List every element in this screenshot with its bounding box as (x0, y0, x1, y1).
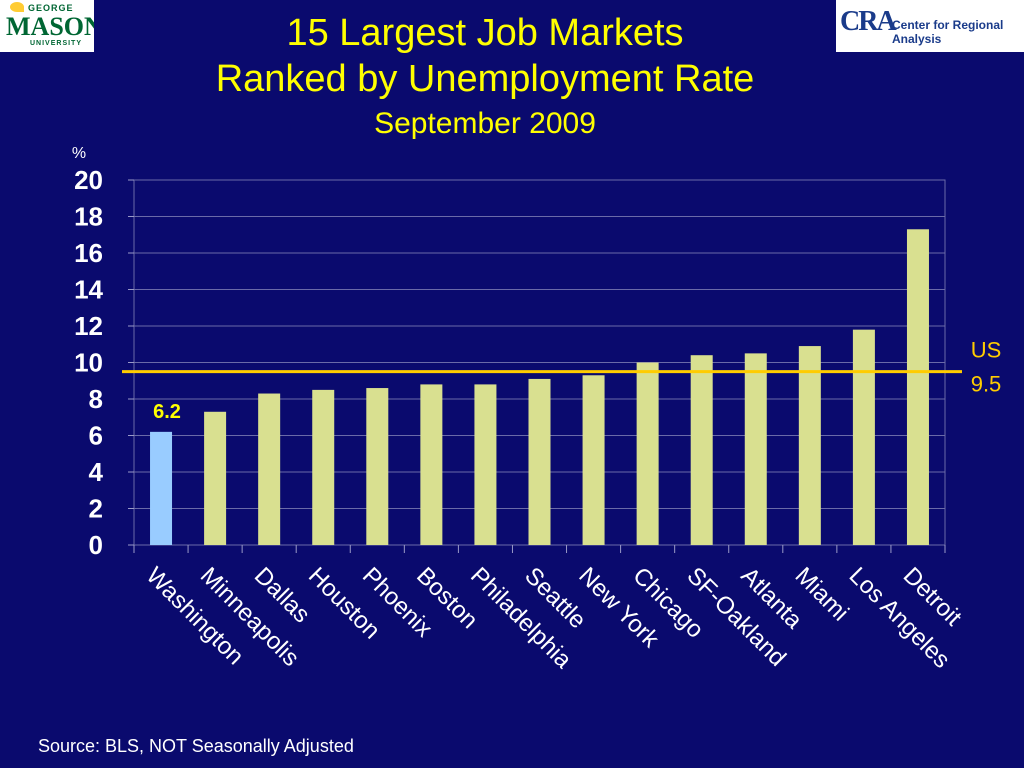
bar (474, 384, 497, 545)
cra-logo: CRA Center for Regional Analysis (836, 0, 1024, 52)
source-note: Source: BLS, NOT Seasonally Adjusted (38, 736, 354, 756)
y-tick-label: 20 (74, 165, 103, 195)
gmu-logo-george: GEORGE (28, 3, 74, 13)
y-tick-label: 10 (74, 348, 103, 378)
chart-subtitle: Ranked by Unemployment Rate (215, 58, 755, 100)
gmu-logo: GEORGE MASON UNIVERSITY (0, 0, 94, 52)
y-tick-label: 12 (74, 311, 103, 341)
bar (312, 389, 335, 545)
y-tick-label: 8 (89, 384, 103, 414)
gmu-logo-university: UNIVERSITY (30, 40, 83, 47)
us-reference-label: US (971, 338, 1002, 363)
cra-logo-mark: CRA (840, 6, 897, 37)
y-tick-label: 6 (89, 421, 103, 451)
cra-logo-text: Center for Regional Analysis (892, 18, 1004, 46)
y-tick-label: 18 (74, 202, 103, 232)
y-tick-label: 2 (89, 494, 103, 524)
bar (528, 378, 551, 545)
gmu-logo-mason: MASON (6, 12, 94, 41)
bar (420, 384, 443, 545)
chart-title: 15 Largest Job Markets (286, 12, 684, 54)
bar (366, 388, 389, 545)
bar (798, 346, 821, 545)
bar (690, 355, 713, 545)
chart-title-block: 15 Largest Job Markets Ranked by Unemplo… (0, 10, 970, 144)
bar (582, 375, 605, 545)
y-axis-label: % (72, 145, 86, 162)
y-tick-label: 0 (89, 530, 103, 560)
us-reference-value: 9.5 (971, 372, 1002, 397)
bar (852, 329, 875, 545)
chart-date: September 2009 (374, 107, 596, 140)
bar (204, 411, 227, 545)
bar (906, 229, 929, 545)
y-tick-label: 4 (89, 457, 104, 487)
bar (744, 353, 767, 545)
data-label: 6.2 (153, 401, 181, 423)
y-tick-label: 16 (74, 238, 103, 268)
bar (150, 431, 173, 545)
gmu-leaf-icon (10, 2, 24, 12)
bar (258, 393, 281, 545)
bar (636, 362, 659, 545)
y-tick-label: 14 (74, 275, 103, 305)
